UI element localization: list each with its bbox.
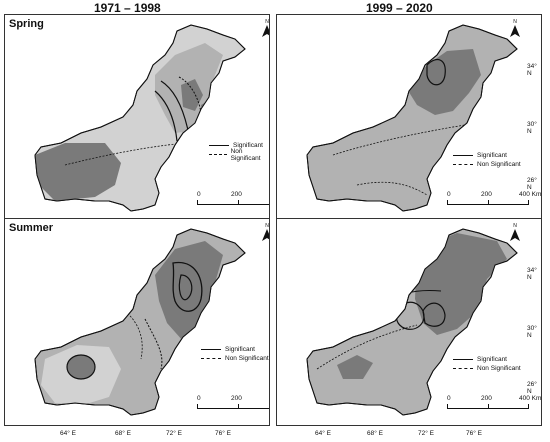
legend: Significant Non Significant bbox=[209, 141, 269, 162]
north-arrow: N bbox=[261, 223, 269, 243]
lon-64: 64° E bbox=[315, 430, 331, 437]
legend: Significant Non Significant bbox=[201, 345, 269, 363]
panel-summer-1999-2020: N 34° N 30° N 26° N Significant Non Sign… bbox=[276, 218, 542, 426]
scale-bar: 0 200 400 Km bbox=[447, 191, 542, 205]
scale-bar-graphic bbox=[447, 200, 529, 205]
scale-0: 0 bbox=[447, 395, 451, 402]
lon-64: 64° E bbox=[60, 430, 76, 437]
significant-line-icon bbox=[453, 359, 473, 360]
scale-400: 400 Km bbox=[269, 191, 270, 198]
significant-line-icon bbox=[453, 155, 473, 156]
lat-34: 34° N bbox=[527, 267, 537, 281]
north-arrow: N bbox=[509, 223, 521, 243]
north-label: N bbox=[513, 223, 517, 229]
north-label: N bbox=[265, 19, 269, 25]
legend-significant: Significant bbox=[233, 142, 263, 149]
panel-spring-1971-1998: Spring N Significant Non Significant 0 20… bbox=[4, 14, 270, 222]
north-arrow-icon bbox=[510, 25, 520, 37]
legend: Significant Non Significant bbox=[453, 151, 521, 169]
scale-0: 0 bbox=[447, 191, 451, 198]
north-arrow: N bbox=[509, 19, 521, 39]
map-spring-1999-2020 bbox=[306, 24, 518, 212]
lon-72: 72° E bbox=[166, 430, 182, 437]
legend-significant: Significant bbox=[225, 346, 255, 353]
north-label: N bbox=[265, 223, 269, 229]
non-significant-line-icon bbox=[209, 154, 227, 155]
north-arrow: N bbox=[261, 19, 269, 39]
north-arrow-icon bbox=[262, 25, 269, 37]
non-significant-line-icon bbox=[453, 368, 473, 369]
lat-30: 30° N bbox=[527, 325, 537, 339]
non-significant-line-icon bbox=[201, 358, 221, 359]
north-label: N bbox=[513, 19, 517, 25]
scale-400: 400 Km bbox=[269, 395, 270, 402]
legend-non-significant: Non Significant bbox=[477, 161, 521, 168]
scale-bar: 0 200 400 Km bbox=[197, 395, 270, 409]
lon-68: 68° E bbox=[367, 430, 383, 437]
season-label-summer: Summer bbox=[9, 222, 54, 234]
scale-200: 200 bbox=[231, 191, 242, 198]
map-summer-1971-1998 bbox=[34, 228, 246, 416]
non-significant-line-icon bbox=[453, 164, 473, 165]
legend-non-significant: Non Significant bbox=[230, 147, 261, 162]
lat-30: 30° N bbox=[527, 121, 537, 135]
column-title-1971-1998: 1971 – 1998 bbox=[94, 1, 161, 15]
lon-76: 76° E bbox=[466, 430, 482, 437]
lat-26: 26° N bbox=[527, 177, 537, 191]
legend-significant: Significant bbox=[477, 356, 507, 363]
scale-bar-graphic bbox=[447, 404, 529, 409]
scale-400: 400 Km bbox=[519, 191, 542, 198]
scale-bar: 0 200 400 Km bbox=[447, 395, 542, 409]
significant-line-icon bbox=[209, 145, 229, 146]
column-title-1999-2020: 1999 – 2020 bbox=[366, 1, 433, 15]
scale-0: 0 bbox=[197, 395, 201, 402]
lon-68: 68° E bbox=[115, 430, 131, 437]
legend-non-significant: Non Significant bbox=[225, 355, 269, 362]
lat-34: 34° N bbox=[527, 63, 537, 77]
scale-0: 0 bbox=[197, 191, 201, 198]
significant-line-icon bbox=[201, 349, 221, 350]
lon-72: 72° E bbox=[418, 430, 434, 437]
lat-26: 26° N bbox=[527, 381, 537, 395]
north-arrow-icon bbox=[262, 229, 269, 241]
legend: Significant Non Significant bbox=[453, 355, 521, 373]
season-label-spring: Spring bbox=[9, 18, 44, 30]
scale-400: 400 Km bbox=[519, 395, 542, 402]
scale-bar-graphic bbox=[197, 404, 269, 409]
north-arrow-icon bbox=[510, 229, 520, 241]
map-spring-1971-1998 bbox=[34, 24, 246, 212]
legend-significant: Significant bbox=[477, 152, 507, 159]
scale-200: 200 bbox=[481, 191, 492, 198]
panel-summer-1971-1998: Summer N Significant Non Significant 0 20… bbox=[4, 218, 270, 426]
lon-76: 76° E bbox=[215, 430, 231, 437]
map-summer-1999-2020 bbox=[306, 228, 518, 416]
scale-bar-graphic bbox=[197, 200, 269, 205]
scale-200: 200 bbox=[481, 395, 492, 402]
scale-bar: 0 200 400 Km bbox=[197, 191, 270, 205]
panel-spring-1999-2020: N 34° N 30° N 26° N Significant Non Sign… bbox=[276, 14, 542, 222]
legend-non-significant: Non Significant bbox=[477, 365, 521, 372]
scale-200: 200 bbox=[231, 395, 242, 402]
